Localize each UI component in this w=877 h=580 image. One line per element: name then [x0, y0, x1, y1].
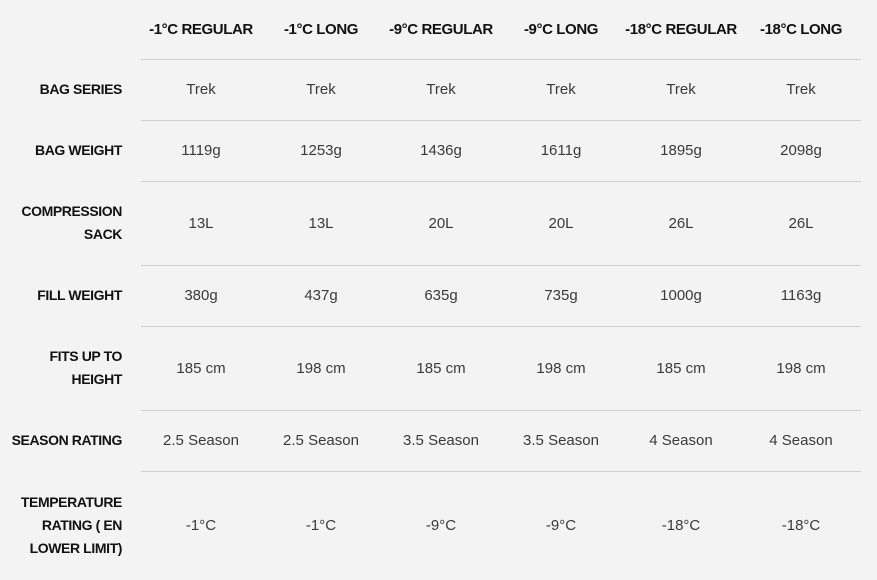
- spec-cell: 4 Season: [621, 409, 741, 471]
- spec-cell: 26L: [621, 180, 741, 265]
- spec-cell: 13L: [261, 180, 381, 265]
- spec-cell: 185 cm: [381, 325, 501, 410]
- spec-cell: 2.5 Season: [141, 409, 261, 471]
- spec-row: COMPRESSION SACK 13L 13L 20L 20L 26L 26L: [0, 180, 861, 265]
- spec-row: FILL WEIGHT 380g 437g 635g 735g 1000g 1163g: [0, 264, 861, 326]
- spec-cell: 1163g: [741, 264, 861, 326]
- spec-row: TEMPERATURE RATING ( EN LOWER LIMIT) -1°C…: [0, 470, 861, 580]
- spec-cell: 1436g: [381, 119, 501, 181]
- spec-cell: 185 cm: [141, 325, 261, 410]
- spec-cell: 2.5 Season: [261, 409, 381, 471]
- column-header: -18°C LONG: [759, 20, 842, 38]
- row-label: BAG SERIES: [39, 81, 123, 97]
- spec-cell: 1895g: [621, 119, 741, 181]
- column-header: -1°C REGULAR: [149, 20, 253, 38]
- corner-cell: [0, 0, 141, 59]
- spec-cell: 20L: [501, 180, 621, 265]
- spec-cell: -9°C: [501, 470, 621, 580]
- spec-cell: 4 Season: [741, 409, 861, 471]
- spec-cell: 198 cm: [501, 325, 621, 410]
- spec-cell: 1253g: [261, 119, 381, 181]
- spec-cell: 26L: [741, 180, 861, 265]
- spec-cell: 3.5 Season: [501, 409, 621, 471]
- spec-cell: -1°C: [141, 470, 261, 580]
- spec-cell: Trek: [501, 58, 621, 120]
- spec-cell: -18°C: [741, 470, 861, 580]
- spec-cell: 13L: [141, 180, 261, 265]
- spec-cell: 185 cm: [621, 325, 741, 410]
- spec-row: BAG WEIGHT 1119g 1253g 1436g 1611g 1895g 2098g: [0, 119, 861, 181]
- row-label: SEASON RATING: [11, 432, 123, 448]
- spec-cell: -9°C: [381, 470, 501, 580]
- spec-cell: -1°C: [261, 470, 381, 580]
- spec-row: SEASON RATING 2.5 Season 2.5 Season 3.5 Sea…: [0, 409, 861, 471]
- spec-cell: 1000g: [621, 264, 741, 326]
- spec-cell: 735g: [501, 264, 621, 326]
- spec-cell: 198 cm: [261, 325, 381, 410]
- spec-cell: 198 cm: [741, 325, 861, 410]
- spec-cell: Trek: [741, 58, 861, 120]
- spec-cell: 20L: [381, 180, 501, 265]
- column-header: -18°C REGULAR: [625, 20, 737, 38]
- spec-cell: Trek: [381, 58, 501, 120]
- spec-cell: 1611g: [501, 119, 621, 181]
- row-label: FITS UP TO HEIGHT: [49, 348, 123, 387]
- spec-cell: 3.5 Season: [381, 409, 501, 471]
- spec-cell: Trek: [621, 58, 741, 120]
- column-header: -9°C LONG: [523, 20, 599, 38]
- spec-cell: 380g: [141, 264, 261, 326]
- spec-cell: -18°C: [621, 470, 741, 580]
- row-label: TEMPERATURE RATING ( EN LOWER LIMIT): [20, 494, 123, 556]
- spec-cell: 635g: [381, 264, 501, 326]
- table-body: BAG SERIES Trek Trek Trek Trek Trek Trek BAG WE…: [0, 58, 861, 580]
- spec-row: BAG SERIES Trek Trek Trek Trek Trek Trek: [0, 58, 861, 120]
- header-row: -1°C REGULAR -1°C LONG -9°C REGULAR -9°C LO…: [0, 0, 861, 59]
- spec-cell: 2098g: [741, 119, 861, 181]
- column-header: -9°C REGULAR: [389, 20, 493, 38]
- row-label: BAG WEIGHT: [35, 142, 122, 158]
- spec-cell: Trek: [261, 58, 381, 120]
- row-label: FILL WEIGHT: [37, 287, 122, 303]
- spec-cell: Trek: [141, 58, 261, 120]
- spec-row: FITS UP TO HEIGHT 185 cm 198 cm 185 cm 198 c…: [0, 325, 861, 410]
- spec-cell: 1119g: [141, 119, 261, 181]
- spec-cell: 437g: [261, 264, 381, 326]
- column-header: -1°C LONG: [283, 20, 359, 38]
- row-label: COMPRESSION SACK: [21, 203, 122, 242]
